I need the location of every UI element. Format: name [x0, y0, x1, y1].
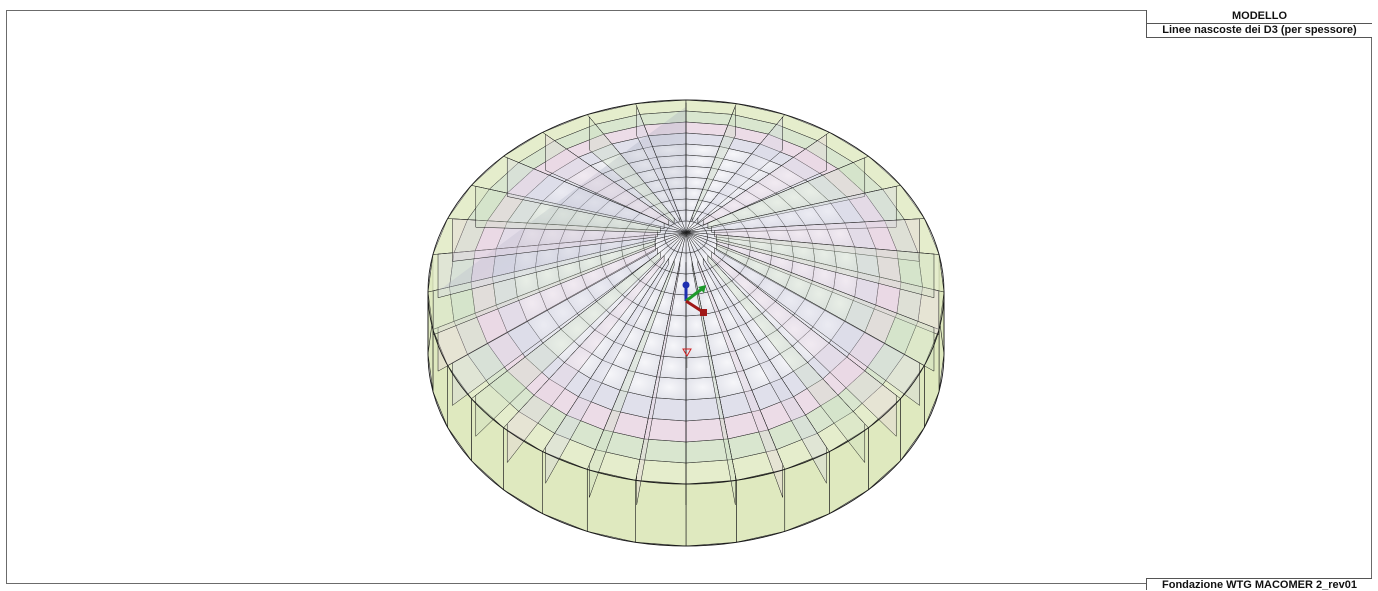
radial-fin	[475, 251, 661, 437]
axis-y-tip	[698, 285, 706, 293]
radial-fin	[711, 185, 897, 233]
radial-fin	[716, 238, 940, 336]
radial-fin	[506, 157, 665, 230]
radial-fin	[707, 254, 866, 464]
shadow-region	[440, 106, 686, 289]
title-label: MODELLO	[1232, 10, 1287, 22]
skirt-face	[685, 479, 737, 547]
mesh-cell	[685, 154, 716, 169]
viewport-frame	[6, 10, 1372, 584]
radial-fin	[714, 218, 920, 262]
mesh-cell	[685, 231, 708, 238]
radial-fin	[716, 234, 935, 299]
radial-fin	[545, 133, 670, 226]
title-block: MODELLO Linee nascoste dei D3 (per spess…	[1146, 10, 1372, 38]
axis-triad	[682, 281, 707, 316]
axis-x-tip	[700, 309, 707, 316]
radial-fin	[636, 106, 681, 222]
axis-z-tip	[682, 281, 690, 289]
origin-marker	[682, 348, 692, 368]
radial-fin	[588, 260, 675, 498]
radial-fin	[714, 247, 920, 406]
origin-marker-triangle	[682, 348, 692, 358]
radial-fin	[711, 251, 897, 437]
subtitle-label: Linee nascoste dei D3 (per spessore)	[1147, 23, 1372, 37]
skirt-face	[635, 479, 687, 547]
radial-fin	[506, 254, 665, 464]
radial-fin	[437, 243, 656, 372]
radial-fin	[432, 238, 656, 336]
axis-y-line	[685, 286, 704, 303]
base-outline	[427, 353, 945, 547]
foundation-mesh	[427, 99, 945, 547]
radial-fin	[707, 157, 866, 230]
radial-fin	[691, 106, 736, 222]
mesh-cell	[685, 165, 712, 179]
radial-fin	[697, 260, 784, 498]
radial-fin	[702, 257, 827, 485]
radial-fin	[691, 261, 736, 505]
radial-fin	[475, 185, 661, 233]
radial-fin	[588, 116, 675, 224]
radial-fin	[636, 261, 681, 505]
radial-fin	[452, 247, 658, 406]
radial-fin	[702, 133, 827, 226]
project-label: Fondazione WTG MACOMER 2_rev01	[1146, 578, 1372, 591]
radial-fin	[716, 243, 935, 372]
radial-fin	[452, 218, 658, 262]
radial-fin	[545, 257, 670, 485]
radial-fin	[697, 116, 784, 224]
radial-fin	[437, 234, 656, 299]
